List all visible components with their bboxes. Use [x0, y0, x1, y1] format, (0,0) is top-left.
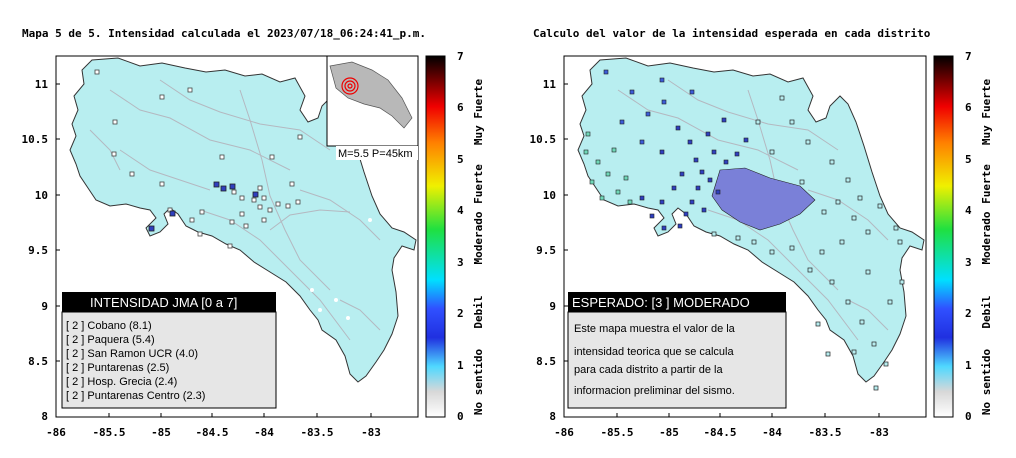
legend-row: [ 2 ] San Ramon UCR (4.0) — [66, 348, 198, 360]
legend-title: INTENSIDAD JMA [0 a 7] — [90, 295, 237, 310]
right-map-title: Calculo del valor de la intensidad esper… — [533, 27, 931, 40]
colorbar-label-moderado: Moderado — [472, 211, 485, 264]
x-tick-label: -84 — [762, 426, 782, 439]
colorbar-tick: 4 — [965, 204, 972, 217]
legend-row: [ 2 ] Puntarenas Centro (2.3) — [66, 390, 205, 402]
x-tick-label: -84.5 — [703, 426, 736, 439]
city-dots — [310, 218, 372, 320]
x-tick-label: -86 — [554, 426, 574, 439]
legend-line: informacion preliminar del sismo. — [574, 385, 735, 397]
left-x-axis: -86 -85.5 -85 -84.5 -84 -83.5 -83 — [46, 413, 381, 439]
x-tick-label: -85 — [659, 426, 679, 439]
colorbar-tick: 3 — [457, 256, 464, 269]
y-tick-label: 11 — [543, 78, 557, 91]
colorbar-label-fuerte: Fuerte — [472, 164, 485, 204]
left-legend: INTENSIDAD JMA [0 a 7] [ 2 ] Cobano (8.1… — [61, 292, 277, 409]
costa-rica-land — [577, 57, 925, 391]
y-tick-label: 10.5 — [22, 133, 49, 146]
colorbar-label-no-sentido: No sentido — [472, 349, 485, 416]
rivers — [89, 79, 381, 341]
x-tick-label: -83 — [361, 426, 381, 439]
right-map: Calculo del valor de la intensidad esper… — [530, 27, 931, 439]
x-tick-label: -83 — [869, 426, 889, 439]
y-tick-label: 11 — [35, 78, 49, 91]
right-x-axis: -86 -85.5 -85 -84.5 -84 -83.5 -83 — [554, 413, 889, 439]
y-tick-label: 8 — [549, 410, 556, 423]
legend-row: [ 2 ] Paquera (5.4) — [66, 334, 155, 346]
y-tick-label: 8 — [41, 410, 48, 423]
left-colorbar: 7 6 5 4 3 2 1 0 Muy Fuerte Fuerte Modera… — [425, 50, 485, 423]
y-tick-label: 10 — [543, 189, 556, 202]
legend-row: [ 2 ] Puntarenas (2.5) — [66, 362, 169, 374]
y-tick-label: 10 — [35, 189, 48, 202]
colorbar-label-muy-fuerte: Muy Fuerte — [980, 79, 993, 146]
legend-line: intensidad teorica que se calcula — [574, 346, 734, 358]
legend-row: [ 2 ] Cobano (8.1) — [66, 320, 152, 332]
colorbar-tick: 6 — [457, 101, 464, 114]
colorbar-tick: 0 — [965, 410, 972, 423]
colorbar-tick: 7 — [457, 50, 464, 63]
colorbar-label-fuerte: Fuerte — [980, 164, 993, 204]
y-tick-label: 9 — [41, 300, 48, 313]
colorbar-label-muy-fuerte: Muy Fuerte — [472, 79, 485, 146]
x-tick-label: -85.5 — [92, 426, 125, 439]
epicenter-icon — [341, 77, 359, 95]
x-tick-label: -84.5 — [195, 426, 228, 439]
left-map: Mapa 5 de 5. Intensidad calculada el 202… — [22, 27, 426, 439]
y-tick-label: 9.5 — [28, 244, 48, 257]
left-y-axis: 11 10.5 10 9.5 9 8.5 8 — [22, 78, 60, 423]
left-map-title: Mapa 5 de 5. Intensidad calculada el 202… — [22, 27, 426, 40]
district-blob — [711, 167, 816, 231]
x-tick-label: -84 — [254, 426, 274, 439]
inset-map: M=5.5 P=45km — [326, 55, 419, 160]
x-tick-label: -85.5 — [600, 426, 633, 439]
colorbar-label-debil: Debil — [980, 295, 993, 328]
y-tick-label: 9.5 — [536, 244, 556, 257]
legend-line: Este mapa muestra el valor de la — [574, 323, 736, 335]
colorbar-tick: 7 — [965, 50, 972, 63]
colorbar-tick: 4 — [457, 204, 464, 217]
colorbar-tick: 2 — [965, 307, 972, 320]
right-colorbar: 7 6 5 4 3 2 1 0 Muy Fuerte Fuerte Modera… — [933, 50, 993, 423]
district-markers — [583, 69, 905, 391]
x-tick-label: -86 — [46, 426, 66, 439]
legend-row: [ 2 ] Hosp. Grecia (2.4) — [66, 376, 177, 388]
x-tick-label: -85 — [151, 426, 171, 439]
inset-magnitude-label: M=5.5 P=45km — [338, 148, 413, 160]
intensity-2-stations — [148, 181, 259, 232]
x-tick-label: -83.5 — [300, 426, 333, 439]
legend-title: ESPERADO: [3 ] MODERADO — [572, 295, 750, 310]
colorbar-tick: 0 — [457, 410, 464, 423]
colorbar-tick: 5 — [965, 153, 972, 166]
y-tick-label: 8.5 — [28, 355, 48, 368]
colorbar-tick: 2 — [457, 307, 464, 320]
colorbar-tick: 5 — [457, 153, 464, 166]
costa-rica-land — [69, 57, 417, 383]
station-markers — [94, 69, 303, 249]
colorbar-tick: 1 — [965, 359, 972, 372]
y-tick-label: 10.5 — [530, 133, 557, 146]
colorbar-tick: 3 — [965, 256, 972, 269]
colorbar-label-moderado: Moderado — [980, 211, 993, 264]
y-tick-label: 9 — [549, 300, 556, 313]
x-tick-label: -83.5 — [808, 426, 841, 439]
colorbar-tick: 1 — [457, 359, 464, 372]
legend-line: para cada distrito a partir de la — [574, 364, 723, 376]
colorbar-tick: 6 — [965, 101, 972, 114]
right-legend: ESPERADO: [3 ] MODERADO Este mapa muestr… — [567, 292, 787, 409]
y-tick-label: 8.5 — [536, 355, 556, 368]
colorbar-label-no-sentido: No sentido — [980, 349, 993, 416]
right-y-axis: 11 10.5 10 9.5 9 8.5 8 — [530, 78, 568, 423]
colorbar-label-debil: Debil — [472, 295, 485, 328]
